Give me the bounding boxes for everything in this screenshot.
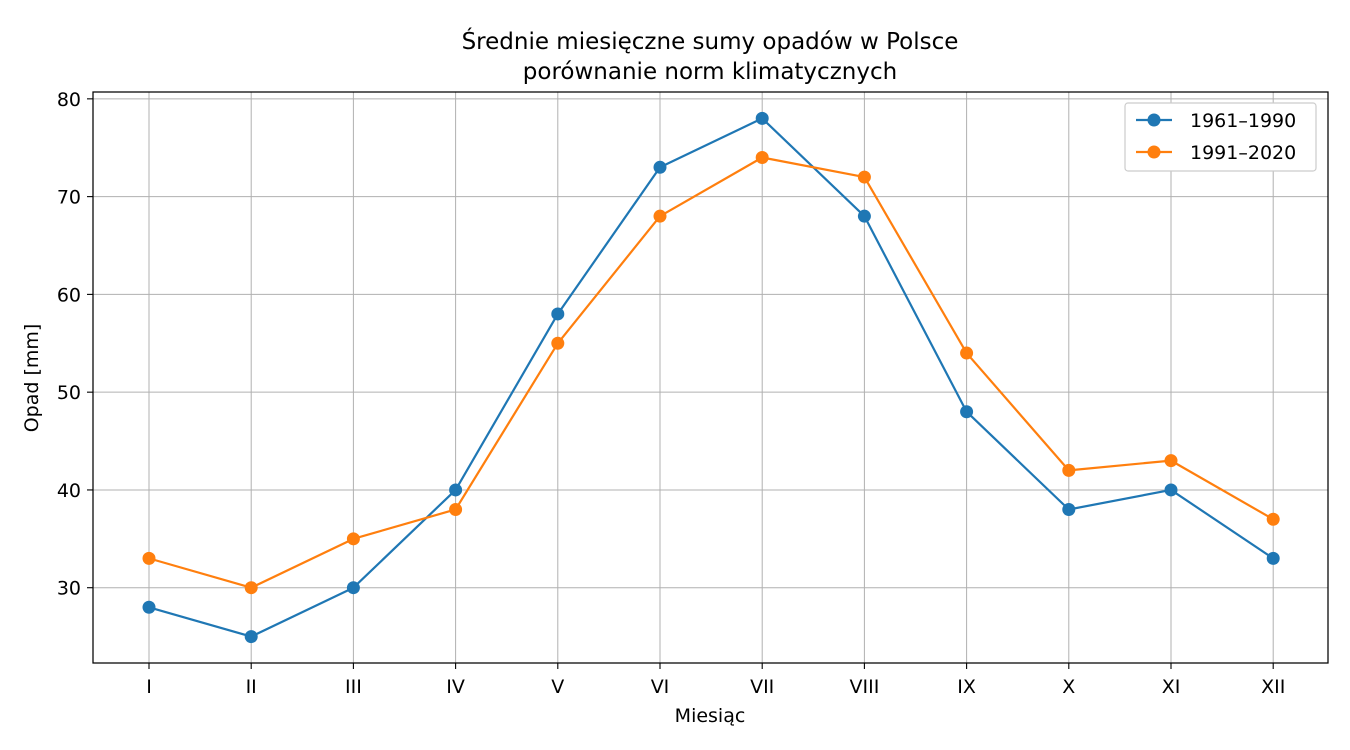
x-axis-label: Miesiąc (675, 705, 746, 727)
series-1-point (346, 532, 360, 546)
plot-frame (92, 91, 1329, 664)
series-1-point (142, 551, 156, 565)
series-1-point (960, 346, 974, 360)
series-1-point (449, 502, 463, 516)
series-0-point (1164, 483, 1178, 497)
series-0-point (857, 209, 871, 223)
series-1-point (857, 170, 871, 184)
legend: 1961–1990 1991–2020 (1124, 102, 1317, 172)
legend-marker-1991-2020 (1147, 145, 1161, 159)
legend-label-1991-2020: 1991–2020 (1190, 142, 1296, 164)
y-tick-label: 40 (57, 480, 81, 502)
x-tick-label: VI (651, 676, 670, 698)
x-tick-label: II (246, 676, 257, 698)
plot-area-background (93, 92, 1328, 663)
series-1-point (1164, 454, 1178, 468)
y-tick-label: 60 (57, 284, 81, 306)
x-tick-label: VIII (849, 676, 879, 698)
y-axis-label: Opad [mm] (21, 324, 43, 433)
x-tick-label: X (1062, 676, 1075, 698)
series-1-point (1266, 512, 1280, 526)
series-line-1 (147, 156, 1275, 589)
series-line-0 (147, 117, 1275, 638)
y-tick-label: 80 (57, 89, 81, 111)
x-axis-ticks: I II III IV V VI VII VIII IX X XI XII (146, 663, 1285, 698)
series-0-point (551, 307, 565, 321)
series-layer (142, 111, 1280, 644)
x-tick-label: I (146, 676, 152, 698)
chart-title: Średnie miesięczne sumy opadów w Polsce (462, 27, 959, 55)
x-tick-label: III (345, 676, 362, 698)
series-1-point (551, 336, 565, 350)
chart-subtitle: porównanie norm klimatycznych (523, 59, 897, 85)
grid-lines (93, 92, 1328, 663)
series-1-point (244, 581, 258, 595)
x-tick-label: V (551, 676, 564, 698)
series-0-point (449, 483, 463, 497)
x-tick-label: XII (1261, 676, 1285, 698)
series-1-point (653, 209, 667, 223)
y-axis-ticks: 30 40 50 60 70 80 (57, 89, 93, 600)
legend-marker-1961-1990 (1147, 113, 1161, 127)
x-tick-label: VII (750, 676, 774, 698)
x-tick-label: IV (446, 676, 465, 698)
legend-box (1124, 102, 1317, 172)
series-0-point (1062, 502, 1076, 516)
series-0-point (960, 405, 974, 419)
x-tick-label: XI (1162, 676, 1181, 698)
legend-label-1961-1990: 1961–1990 (1190, 110, 1296, 132)
series-0-point (244, 630, 258, 644)
series-0-point (653, 160, 667, 174)
series-0-point (1266, 551, 1280, 565)
x-tick-label: IX (957, 676, 976, 698)
y-tick-label: 50 (57, 382, 81, 404)
y-tick-label: 30 (57, 578, 81, 600)
series-0-point (346, 581, 360, 595)
series-0-point (755, 111, 769, 125)
series-1-point (755, 151, 769, 165)
y-tick-label: 70 (57, 187, 81, 209)
series-1-point (1062, 463, 1076, 477)
series-0-point (142, 600, 156, 614)
